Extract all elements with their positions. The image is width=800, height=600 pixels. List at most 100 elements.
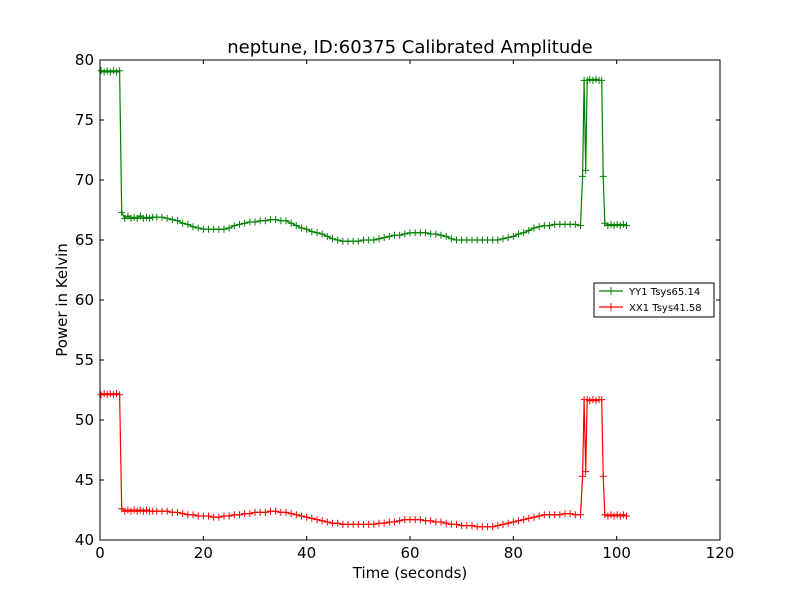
data-point <box>139 507 147 515</box>
data-point <box>442 519 450 527</box>
data-point <box>298 512 305 520</box>
data-point <box>613 511 621 519</box>
data-point <box>432 230 440 238</box>
x-axis-label: Time (seconds) <box>352 564 468 582</box>
data-point <box>194 224 202 232</box>
data-point <box>582 468 590 476</box>
y-tick-label: 50 <box>75 411 94 429</box>
data-point <box>261 508 269 516</box>
axis-ticks: 0 20 40 60 80 100 120 40 45 50 55 60 65 70 75 80 <box>75 51 734 562</box>
x-tick-label: 60 <box>400 544 419 562</box>
legend: YY1 Tsys65.14 XX1 Tsys41.58 <box>593 282 715 318</box>
data-point <box>370 236 378 244</box>
data-point <box>380 234 388 242</box>
data-point <box>251 218 259 226</box>
data-point <box>133 507 141 515</box>
data-point <box>225 512 233 520</box>
data-point <box>391 518 398 526</box>
data-point <box>616 222 624 230</box>
data-point <box>599 172 607 180</box>
data-point <box>127 214 135 222</box>
data-point <box>437 518 445 526</box>
data-point <box>106 390 114 398</box>
data-point <box>174 217 181 225</box>
data-point <box>530 224 538 232</box>
data-point <box>292 222 300 230</box>
data-point <box>579 172 587 180</box>
data-point <box>546 222 553 230</box>
data-point <box>579 472 587 480</box>
data-point <box>308 228 316 236</box>
data-point <box>236 511 243 519</box>
x-tick-label: 80 <box>504 544 523 562</box>
data-point <box>97 67 105 75</box>
data-point <box>427 517 435 525</box>
data-point <box>130 506 138 514</box>
data-point <box>189 511 197 519</box>
x-tick-label: 120 <box>706 544 735 562</box>
data-point <box>599 472 607 480</box>
data-point <box>525 226 533 234</box>
data-point <box>520 229 528 237</box>
x-tick-label: 40 <box>297 544 316 562</box>
data-point <box>622 222 630 230</box>
data-point <box>189 223 197 231</box>
data-point <box>292 511 300 519</box>
legend-label: XX1 Tsys41.58 <box>629 303 702 314</box>
legend-marker <box>607 287 615 295</box>
legend-box <box>593 282 715 318</box>
data-point <box>318 517 326 525</box>
data-point <box>499 520 507 528</box>
y-axis-label: Power in Kelvin <box>53 243 71 357</box>
data-point <box>582 166 590 174</box>
data-point <box>586 75 594 83</box>
data-point <box>184 220 192 228</box>
data-point <box>499 235 507 243</box>
data-point <box>113 390 121 398</box>
legend-marker <box>607 303 615 311</box>
data-point <box>313 229 321 237</box>
data-point <box>143 213 150 221</box>
data-point <box>230 222 238 230</box>
data-point <box>494 522 502 530</box>
series-yy1 <box>97 67 630 245</box>
data-point <box>566 510 574 518</box>
data-point <box>370 520 378 528</box>
data-point <box>515 517 522 525</box>
data-point <box>604 222 612 230</box>
data-point <box>163 507 171 515</box>
legend-label: YY1 Tsys65.14 <box>628 287 700 298</box>
data-point <box>220 225 228 233</box>
data-point <box>530 513 538 521</box>
series-line <box>100 69 627 242</box>
data-point <box>303 225 311 233</box>
data-point <box>468 522 476 530</box>
data-point <box>313 516 321 524</box>
data-point <box>509 232 517 240</box>
y-tick-label: 70 <box>75 171 94 189</box>
data-point <box>604 512 612 520</box>
data-point <box>598 396 606 404</box>
y-tick-label: 40 <box>75 531 94 549</box>
data-point <box>622 512 630 520</box>
data-point <box>520 516 528 524</box>
data-point <box>100 68 108 76</box>
y-tick-label: 65 <box>75 231 94 249</box>
data-point <box>225 224 233 232</box>
data-point <box>598 76 606 84</box>
data-point <box>158 213 166 221</box>
data-point <box>447 235 455 243</box>
data-point <box>130 213 138 221</box>
data-point <box>329 235 336 243</box>
data-point <box>509 518 517 526</box>
data-point <box>113 68 121 76</box>
chart-title: neptune, ID:60375 Calibrated Amplitude <box>227 37 593 58</box>
data-point <box>323 518 331 526</box>
data-point <box>287 510 295 518</box>
data-point <box>607 220 615 228</box>
data-point <box>535 512 543 520</box>
series-xx1 <box>97 390 630 531</box>
data-point <box>586 397 594 405</box>
data-point <box>416 516 424 524</box>
